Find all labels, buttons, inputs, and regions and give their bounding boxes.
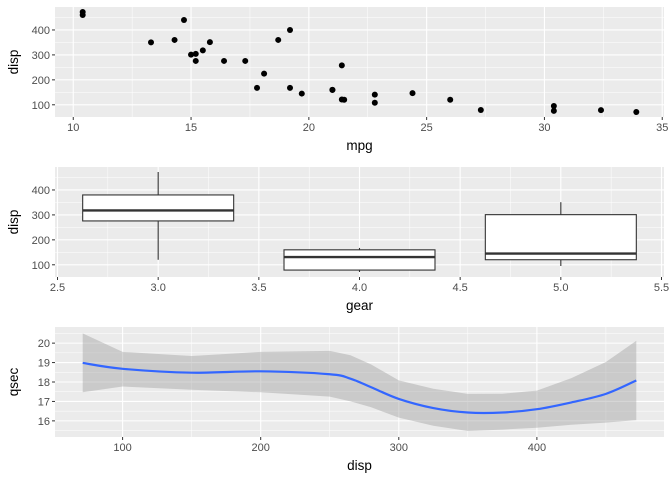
- plot-area: [79, 9, 640, 115]
- data-point: [275, 36, 282, 43]
- y-tick-label: 17: [38, 396, 50, 408]
- data-point: [221, 57, 228, 64]
- box-gear-3: [82, 172, 235, 260]
- x-tick-label: 20: [303, 122, 315, 134]
- data-point: [447, 96, 454, 103]
- x-tick-label: 5.0: [553, 282, 568, 294]
- x-tick-label: 3.0: [151, 282, 166, 294]
- data-point: [261, 70, 268, 77]
- data-point: [633, 108, 640, 115]
- data-point: [254, 84, 261, 91]
- x-tick-label: 2.5: [50, 282, 65, 294]
- data-point: [550, 107, 557, 114]
- data-point: [329, 86, 336, 93]
- y-tick-label: 100: [32, 260, 50, 272]
- x-tick-label: 30: [538, 122, 550, 134]
- data-point: [371, 99, 378, 106]
- box-gear-5: [484, 202, 637, 267]
- data-point: [298, 90, 305, 97]
- smooth-line: [82, 361, 637, 415]
- x-tick-label: 3.5: [251, 282, 266, 294]
- data-point: [199, 47, 206, 54]
- x-tick-label: 4.0: [352, 282, 367, 294]
- x-tick-label: 10: [67, 122, 79, 134]
- x-tick-label: 15: [185, 122, 197, 134]
- x-tick-label: 5.5: [654, 282, 669, 294]
- data-point: [192, 57, 199, 64]
- y-tick-label: 300: [32, 210, 50, 222]
- data-point: [206, 39, 213, 46]
- x-tick-label: 200: [252, 442, 270, 454]
- x-tick-label: 400: [528, 442, 546, 454]
- y-tick-label: 200: [32, 75, 50, 87]
- data-point: [148, 39, 155, 46]
- box-iqr: [283, 249, 436, 271]
- box-iqr: [484, 214, 637, 261]
- data-point: [79, 11, 86, 18]
- data-point: [242, 57, 249, 64]
- data-point: [287, 84, 294, 91]
- plot-area: [82, 333, 637, 431]
- x-axis-title: mpg: [346, 138, 372, 153]
- data-point: [171, 36, 178, 43]
- data-point: [180, 16, 187, 23]
- data-point: [550, 103, 557, 110]
- panel-1: 10 15 20 25 30 35 100 200 300 400 mpg disp: [6, 7, 668, 153]
- x-tick-label: 100: [113, 442, 131, 454]
- x-axis-title: gear: [346, 298, 374, 313]
- x-tick-label: 300: [390, 442, 408, 454]
- y-tick-label: 300: [32, 50, 50, 62]
- plot-area: [82, 172, 637, 272]
- data-point: [597, 107, 604, 114]
- data-point: [371, 91, 378, 98]
- y-tick-label: 18: [38, 377, 50, 389]
- y-axis-title: disp: [6, 50, 21, 75]
- box-iqr: [82, 194, 235, 222]
- y-tick-label: 16: [38, 416, 50, 428]
- y-axis-title: disp: [6, 210, 21, 235]
- y-tick-label: 200: [32, 235, 50, 247]
- y-tick-label: 400: [32, 25, 50, 37]
- data-point: [192, 50, 199, 57]
- data-point: [409, 90, 416, 97]
- data-point: [287, 26, 294, 33]
- y-tick-label: 20: [38, 338, 50, 350]
- y-tick-label: 19: [38, 358, 50, 370]
- x-tick-label: 35: [656, 122, 668, 134]
- panel-3: 100 200 300 400 16 17 18 19 20 disp qsec: [6, 327, 664, 473]
- data-point: [188, 51, 195, 58]
- x-tick-label: 4.5: [453, 282, 468, 294]
- y-tick-label: 100: [32, 100, 50, 112]
- x-axis-title: disp: [347, 458, 372, 473]
- y-axis-title: qsec: [6, 367, 21, 396]
- x-tick-label: 25: [421, 122, 433, 134]
- panel-2: 2.5 3.0 3.5 4.0 4.5 5.0 5.5 100 200 300 400 gear dis…: [6, 167, 669, 313]
- y-tick-label: 400: [32, 185, 50, 197]
- data-point: [338, 96, 345, 103]
- box-gear-4: [283, 247, 436, 272]
- data-point: [477, 107, 484, 114]
- data-point: [338, 62, 345, 69]
- panel-background: [55, 7, 664, 117]
